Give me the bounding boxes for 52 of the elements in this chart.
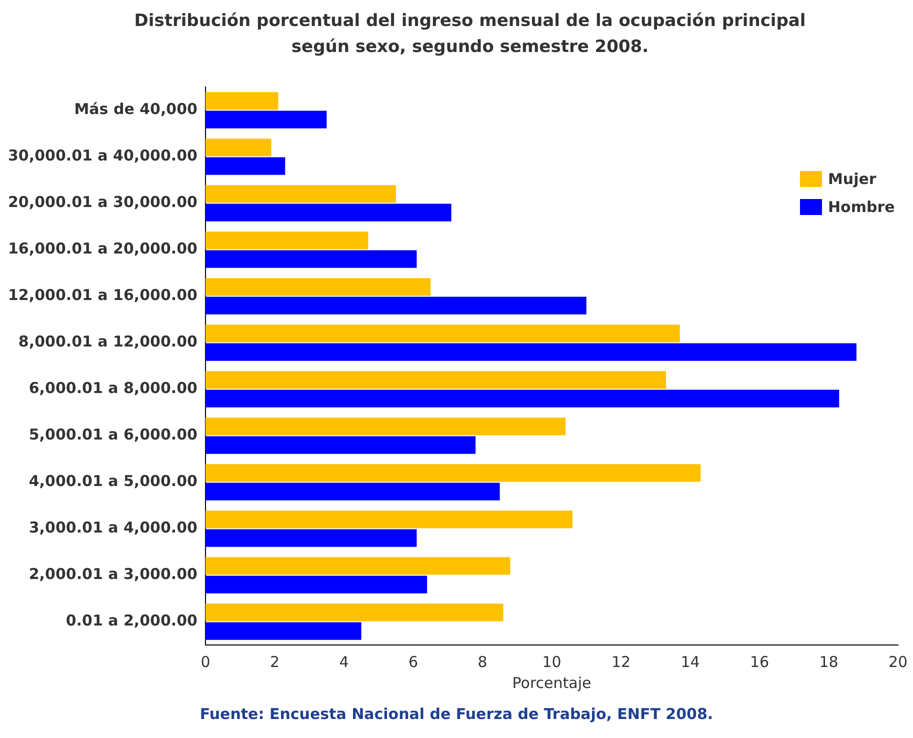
y-tick-label: 2,000.01 a 3,000.00 (28, 565, 198, 584)
y-tick-label: 8,000.01 a 12,000.00 (18, 332, 198, 351)
bar (205, 232, 368, 250)
bar (205, 576, 428, 594)
y-tick-label: Más de 40,000 (74, 100, 198, 118)
legend-label: Hombre (828, 198, 895, 216)
bar (205, 204, 452, 222)
x-tick-label: 16 (750, 652, 770, 671)
bar (205, 482, 500, 500)
x-tick-label: 20 (888, 652, 908, 671)
bar (205, 278, 431, 296)
bar (205, 622, 362, 640)
x-tick-label: 8 (478, 652, 488, 671)
bar (205, 343, 856, 361)
x-tick-label: 2 (270, 652, 280, 671)
bar (205, 324, 680, 342)
bar (205, 185, 396, 203)
bar (205, 464, 701, 482)
y-tick-label: 3,000.01 a 4,000.00 (28, 518, 198, 537)
y-tick-label: 16,000.01 a 20,000.00 (8, 240, 198, 258)
y-tick-label: 5,000.01 a 6,000.00 (28, 426, 198, 444)
bar (205, 371, 666, 389)
y-tick-label: 4,000.01 a 5,000.00 (28, 472, 198, 490)
x-tick-label: 14 (680, 652, 700, 671)
bar (205, 390, 840, 408)
x-axis-title: Porcentaje (512, 674, 592, 692)
chart-title: Distribución porcentual del ingreso mensual de la ocupación principal según sexo, segundo semestre 2008. (133, 10, 807, 59)
x-tick-label: 10 (542, 652, 562, 671)
bar (205, 110, 327, 128)
bar (205, 529, 417, 547)
x-tick-label: 18 (819, 652, 838, 671)
y-tick-label: 0.01 a 2,000.00 (66, 612, 198, 630)
bar (205, 92, 278, 110)
y-tick-label: 12,000.01 a 16,000.00 (8, 286, 198, 304)
x-tick-label: 6 (408, 652, 418, 671)
bar (205, 557, 510, 575)
bar (205, 296, 586, 314)
bar (205, 510, 573, 528)
y-tick-label: 20,000.01 a 30,000.00 (8, 193, 198, 212)
y-tick-label: 30,000.01 a 40,000.00 (8, 146, 198, 165)
bar (205, 157, 286, 175)
source-note: Fuente: Encuesta Nacional de Fuerza de Trabajo, ENFT 2008. (198, 705, 714, 723)
x-tick-label: 4 (339, 652, 349, 671)
x-tick-label: 0 (200, 652, 210, 671)
bar (205, 250, 417, 268)
bar (205, 138, 272, 156)
y-tick-label: 6,000.01 a 8,000.00 (28, 379, 198, 398)
legend-label: Mujer (828, 170, 876, 188)
x-tick-label: 12 (611, 652, 631, 671)
bar (205, 604, 504, 622)
bar (205, 418, 566, 436)
bar (205, 436, 476, 454)
